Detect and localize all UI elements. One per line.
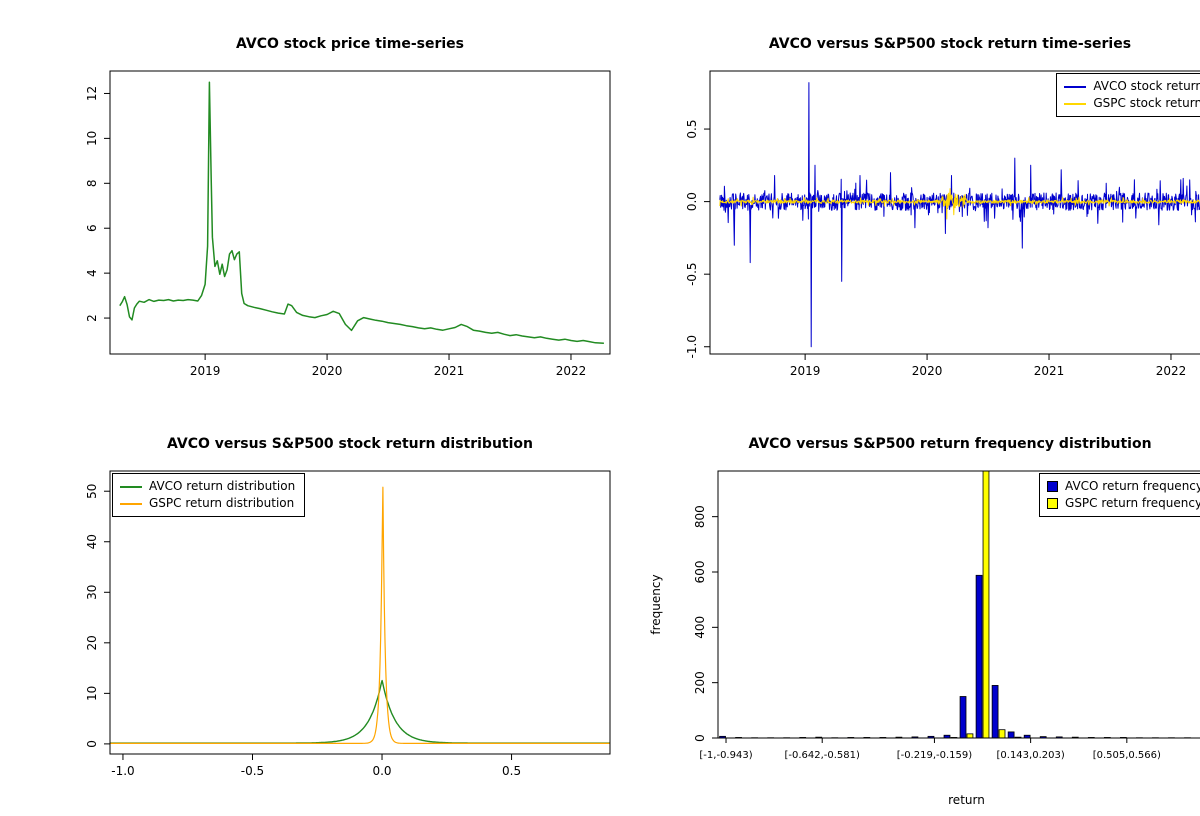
svg-text:0: 0 — [85, 740, 99, 748]
legend-item: AVCO stock return — [1064, 78, 1200, 95]
svg-text:2019: 2019 — [190, 364, 221, 378]
histogram-chart-panel: AVCO versus S&P500 return frequency dist… — [640, 416, 1200, 816]
gspc-frequency-box-swatch — [1047, 498, 1058, 509]
legend-label: AVCO stock return — [1093, 78, 1200, 95]
svg-text:0.0: 0.0 — [685, 192, 699, 211]
density-legend: AVCO return distribution GSPC return dis… — [112, 473, 305, 517]
svg-text:6: 6 — [85, 224, 99, 232]
svg-text:2022: 2022 — [1156, 364, 1187, 378]
svg-text:frequency: frequency — [649, 574, 663, 634]
svg-text:12: 12 — [85, 86, 99, 101]
svg-text:-0.5: -0.5 — [685, 262, 699, 285]
legend-item: GSPC return distribution — [120, 495, 295, 512]
avco-return-line-swatch — [1064, 86, 1086, 88]
svg-text:20: 20 — [85, 635, 99, 650]
price-plot: 2 4 6 8 10 12 2019 2020 2021 2022 — [40, 16, 640, 416]
svg-text:[-0.642,-0.581): [-0.642,-0.581) — [784, 750, 860, 761]
avco-density-line-swatch — [120, 486, 142, 488]
svg-text:2022: 2022 — [556, 364, 587, 378]
svg-text:0.5: 0.5 — [685, 120, 699, 139]
svg-text:-0.5: -0.5 — [241, 764, 264, 778]
legend-item: GSPC stock return — [1064, 95, 1200, 112]
svg-text:-1.0: -1.0 — [111, 764, 134, 778]
svg-text:800: 800 — [693, 505, 707, 528]
svg-text:600: 600 — [693, 561, 707, 584]
svg-text:0: 0 — [693, 734, 707, 742]
svg-text:10: 10 — [85, 131, 99, 146]
svg-text:2: 2 — [85, 314, 99, 322]
svg-text:2021: 2021 — [434, 364, 465, 378]
svg-text:40: 40 — [85, 534, 99, 549]
svg-text:return: return — [948, 793, 985, 807]
svg-text:2020: 2020 — [912, 364, 943, 378]
svg-text:200: 200 — [693, 671, 707, 694]
returns-chart-panel: AVCO versus S&P500 stock return time-ser… — [640, 16, 1200, 416]
legend-item: AVCO return distribution — [120, 478, 295, 495]
svg-text:[-0.219,-0.159): [-0.219,-0.159) — [897, 750, 973, 761]
avco-frequency-box-swatch — [1047, 481, 1058, 492]
svg-text:2019: 2019 — [790, 364, 821, 378]
histogram-legend: AVCO return frequency GSPC return freque… — [1039, 473, 1200, 517]
gspc-density-line-swatch — [120, 503, 142, 505]
svg-text:[0.143,0.203): [0.143,0.203) — [997, 750, 1065, 761]
svg-text:2021: 2021 — [1034, 364, 1065, 378]
svg-text:[0.505,0.566): [0.505,0.566) — [1093, 750, 1161, 761]
svg-text:50: 50 — [85, 484, 99, 499]
legend-item: GSPC return frequency — [1047, 495, 1200, 512]
svg-text:8: 8 — [85, 179, 99, 187]
density-chart-panel: AVCO versus S&P500 stock return distribu… — [40, 416, 640, 816]
svg-text:400: 400 — [693, 616, 707, 639]
legend-label: GSPC stock return — [1093, 95, 1200, 112]
svg-text:-1.0: -1.0 — [685, 335, 699, 358]
svg-text:4: 4 — [85, 269, 99, 277]
svg-text:0.0: 0.0 — [372, 764, 391, 778]
gspc-return-line-swatch — [1064, 103, 1086, 105]
svg-text:0.5: 0.5 — [502, 764, 521, 778]
svg-text:30: 30 — [85, 585, 99, 600]
legend-label: GSPC return frequency — [1065, 495, 1200, 512]
legend-label: GSPC return distribution — [149, 495, 294, 512]
returns-legend: AVCO stock return GSPC stock return — [1056, 73, 1200, 117]
legend-item: AVCO return frequency — [1047, 478, 1200, 495]
svg-text:2020: 2020 — [312, 364, 343, 378]
svg-text:[-1,-0.943): [-1,-0.943) — [699, 750, 752, 761]
legend-label: AVCO return frequency — [1065, 478, 1200, 495]
legend-label: AVCO return distribution — [149, 478, 295, 495]
svg-text:10: 10 — [85, 686, 99, 701]
